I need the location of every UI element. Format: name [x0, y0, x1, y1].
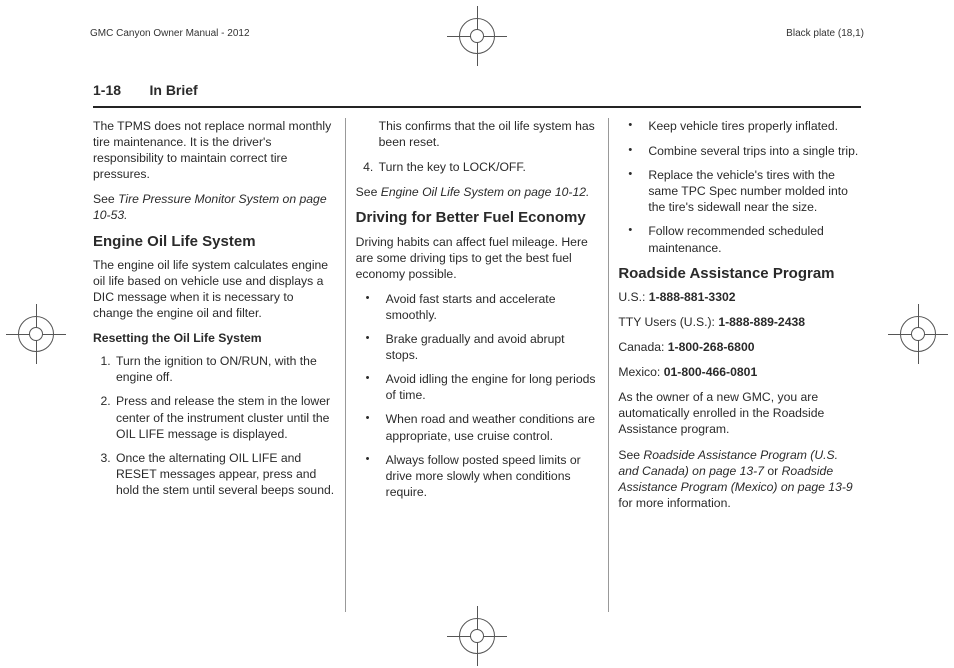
- mx-label: Mexico:: [618, 365, 663, 379]
- roadside-tty: TTY Users (U.S.): 1-888-889-2438: [618, 314, 861, 330]
- crop-mark-left: [14, 312, 58, 356]
- heading-driving-fuel: Driving for Better Fuel Economy: [356, 209, 599, 226]
- page-number: 1-18: [93, 82, 121, 98]
- reset-step-2: Press and release the stem in the lower …: [114, 393, 336, 441]
- see-label: See: [618, 448, 643, 462]
- reset-step-4: Turn the key to LOCK/OFF.: [377, 159, 599, 175]
- manual-title: GMC Canyon Owner Manual - 2012: [90, 28, 250, 39]
- plate-label: Black plate (18,1): [786, 28, 864, 39]
- tpms-see-ref: See Tire Pressure Monitor System on page…: [93, 191, 336, 223]
- mx-phone: 01-800-466-0801: [664, 365, 758, 379]
- fuel-tip: Combine several trips into a single trip…: [618, 143, 861, 159]
- driving-paragraph: Driving habits can affect fuel mileage. …: [356, 234, 599, 282]
- tty-label: TTY Users (U.S.):: [618, 315, 718, 329]
- fuel-tip: Always follow posted speed limits or dri…: [356, 452, 599, 500]
- roadside-canada: Canada: 1-800-268-6800: [618, 339, 861, 355]
- fuel-tip: Brake gradually and avoid abrupt stops.: [356, 331, 599, 363]
- heading-roadside: Roadside Assistance Program: [618, 265, 861, 282]
- us-phone: 1-888-881-3302: [649, 290, 736, 304]
- enroll-paragraph: As the owner of a new GMC, you are autom…: [618, 389, 861, 437]
- fuel-tip: When road and weather conditions are app…: [356, 411, 599, 443]
- see-post: for more information.: [618, 496, 730, 510]
- page-header: 1-18 In Brief: [93, 82, 861, 108]
- us-label: U.S.:: [618, 290, 648, 304]
- fuel-tip: Keep vehicle tires properly inflated.: [618, 118, 861, 134]
- engine-ref: Engine Oil Life System on page 10-12.: [381, 185, 590, 199]
- engine-oil-paragraph: The engine oil life system calculates en…: [93, 257, 336, 321]
- content-area: The TPMS does not replace normal monthly…: [93, 118, 861, 612]
- see-or: or: [764, 464, 782, 478]
- heading-reset-oil: Resetting the Oil Life System: [93, 330, 336, 346]
- roadside-see-ref: See Roadside Assistance Program (U.S. an…: [618, 447, 861, 511]
- fuel-tip: Avoid idling the engine for long periods…: [356, 371, 599, 403]
- roadside-us: U.S.: 1-888-881-3302: [618, 289, 861, 305]
- reset-steps-cont: Turn the key to LOCK/OFF.: [356, 159, 599, 175]
- ca-phone: 1-800-268-6800: [668, 340, 755, 354]
- reset-step-1: Turn the ignition to ON/RUN, with the en…: [114, 353, 336, 385]
- engine-see-ref: See Engine Oil Life System on page 10-12…: [356, 184, 599, 200]
- crop-mark-right: [896, 312, 940, 356]
- fuel-tip: Follow recommended scheduled maintenance…: [618, 223, 861, 255]
- roadside-mexico: Mexico: 01-800-466-0801: [618, 364, 861, 380]
- ca-label: Canada:: [618, 340, 667, 354]
- tty-phone: 1-888-889-2438: [718, 315, 805, 329]
- see-label: See: [93, 192, 118, 206]
- crop-mark-bottom: [455, 614, 499, 658]
- fuel-tip: Avoid fast starts and accelerate smoothl…: [356, 291, 599, 323]
- see-label: See: [356, 185, 381, 199]
- tpms-ref: Tire Pressure Monitor System on page 10-…: [93, 192, 327, 222]
- fuel-tips-cont: Combine several trips into a single trip…: [618, 143, 861, 256]
- section-name: In Brief: [149, 82, 197, 98]
- heading-engine-oil: Engine Oil Life System: [93, 233, 336, 250]
- tpms-paragraph: The TPMS does not replace normal monthly…: [93, 118, 336, 182]
- crop-mark-top: [455, 14, 499, 58]
- fuel-tip: Replace the vehicle's tires with the sam…: [618, 167, 861, 215]
